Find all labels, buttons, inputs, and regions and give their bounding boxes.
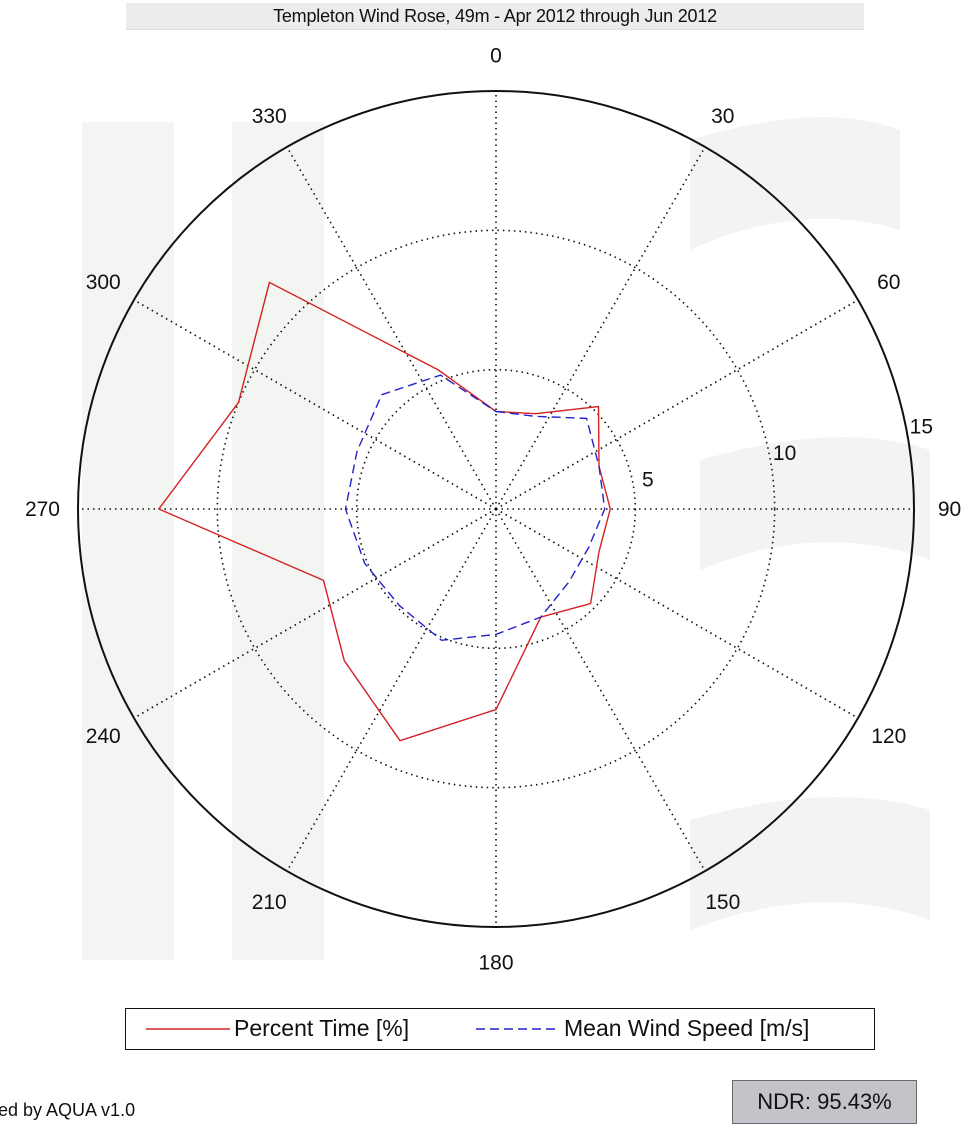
ndr-badge: NDR: 95.43% — [732, 1080, 917, 1124]
radial-label-15: 15 — [910, 415, 933, 438]
grid-spoke-30 — [495, 146, 706, 510]
legend-swatches — [146, 1028, 560, 1030]
watermark-bar-mid — [232, 122, 324, 960]
angle-label-180: 180 — [478, 952, 513, 975]
chart-title: Templeton Wind Rose, 49m - Apr 2012 thro… — [273, 6, 717, 26]
title-box — [126, 3, 864, 30]
angle-label-300: 300 — [86, 271, 121, 294]
angle-label-30: 30 — [711, 105, 734, 128]
grid-ring-10 — [216, 229, 776, 789]
legend-label-percent-time: Percent Time [%] — [234, 1015, 410, 1041]
grid-ring-5 — [355, 368, 637, 650]
series-line-percent-time — [157, 281, 612, 742]
angle-labels: 0 30 60 90 120 150 180 210 240 270 300 330 — [25, 44, 961, 974]
watermark-swoosh-1 — [690, 117, 900, 250]
radial-labels: 5 10 15 — [642, 415, 933, 491]
background-watermark — [82, 117, 930, 960]
angle-label-330: 330 — [252, 105, 287, 128]
angle-label-90: 90 — [938, 498, 961, 521]
series-group — [157, 281, 612, 742]
footer-credit: ed by AQUA v1.0 — [0, 1100, 136, 1120]
watermark-swoosh-3 — [690, 797, 930, 930]
radial-label-10: 10 — [773, 442, 796, 465]
angle-label-0: 0 — [490, 44, 502, 67]
angle-label-240: 240 — [86, 725, 121, 748]
watermark-swoosh-2 — [700, 437, 930, 570]
grid-spoke-150 — [495, 508, 706, 872]
angle-label-270: 270 — [25, 498, 60, 521]
angle-label-150: 150 — [705, 891, 740, 914]
series-line-mean-wind-speed — [344, 374, 606, 642]
angle-label-120: 120 — [871, 725, 906, 748]
legend-label-mean-wind-speed: Mean Wind Speed [m/s] — [564, 1015, 810, 1041]
grid-ring-15 — [77, 90, 915, 928]
angle-label-210: 210 — [252, 891, 287, 914]
angle-label-60: 60 — [877, 271, 900, 294]
legend: Percent Time [%] Mean Wind Speed [m/s] — [125, 1008, 875, 1050]
radial-label-5: 5 — [642, 468, 654, 491]
polar-grid — [77, 90, 915, 928]
watermark-bar-left — [82, 122, 174, 960]
